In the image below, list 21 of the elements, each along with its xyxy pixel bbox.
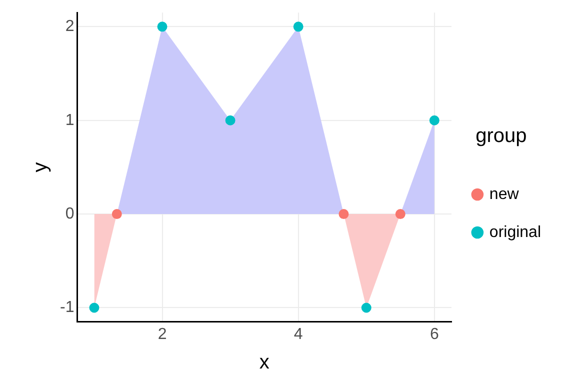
point [361, 302, 372, 313]
point [89, 302, 100, 313]
legend-label: new [489, 186, 520, 203]
x-tick-label: 6 [430, 326, 439, 343]
y-tick-label: 1 [65, 112, 74, 129]
x-tick-label: 2 [158, 326, 167, 343]
x-tick-label: 4 [294, 326, 303, 343]
y-axis-title: y [30, 162, 52, 172]
legend-title: group [476, 125, 527, 148]
y-tick-label: 2 [65, 18, 74, 36]
legend-label: original [489, 224, 542, 241]
x-axis-title: x [259, 352, 270, 374]
y-tick-label: -1 [60, 299, 74, 316]
point [225, 115, 236, 126]
point [429, 115, 440, 126]
point [293, 22, 304, 32]
point [338, 209, 349, 220]
point [112, 209, 122, 220]
y-tick-label: 0 [65, 205, 74, 222]
point [157, 22, 168, 32]
point [395, 209, 406, 220]
